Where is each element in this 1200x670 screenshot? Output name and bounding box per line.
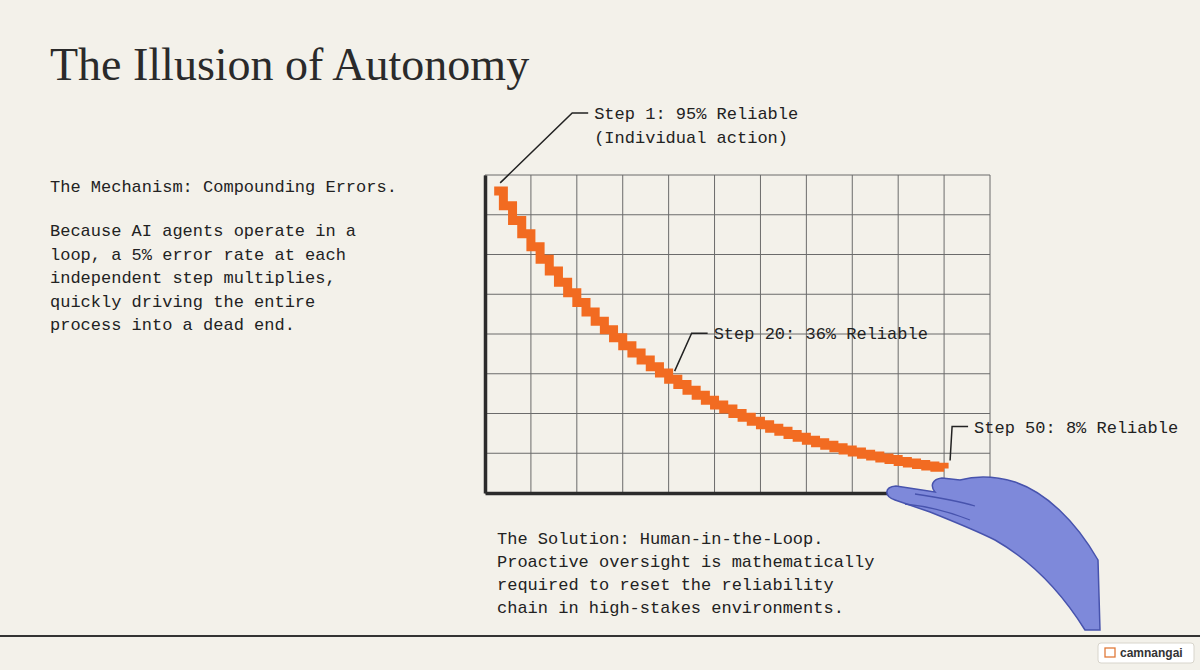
chart: The Illusion of Autonomy The Mechanism: C… (0, 0, 1200, 670)
y-axis (485, 176, 487, 494)
hand-finger (905, 494, 975, 520)
brand: camnangai (1098, 643, 1194, 663)
grid-line-y (485, 453, 990, 454)
grid-line-y (485, 214, 990, 215)
leader-line (500, 113, 588, 183)
bottom-rule (0, 635, 1200, 637)
hand-shape (887, 477, 1100, 630)
annotation-label: Step 50: 8% Reliable (974, 419, 1178, 438)
solution-line: Proactive oversight is mathematically (497, 553, 874, 572)
grid-line-x (485, 175, 486, 493)
brand-icon (1105, 648, 1115, 657)
mechanism-line: independent step multiplies, (50, 269, 336, 288)
title: The Illusion of Autonomy (50, 39, 529, 90)
annotation-label: (Individual action) (594, 129, 788, 148)
mechanism-heading: The Mechanism: Compounding Errors. (50, 178, 397, 197)
solution-line: required to reset the reliability (497, 576, 834, 595)
grid (485, 175, 990, 493)
solution-line: The Solution: Human-in-the-Loop. (497, 530, 823, 549)
solution-line: chain in high-stakes environments. (497, 599, 844, 618)
leader-line (675, 333, 708, 371)
plot-area (494, 191, 944, 469)
brand-text: camnangai (1120, 646, 1183, 660)
grid-line-y (485, 175, 990, 176)
grid-line-y (485, 373, 990, 374)
axis-line-y (484, 176, 488, 494)
mechanism-line: Because AI agents operate in a (50, 222, 356, 241)
mechanism-line: quickly driving the entire (50, 293, 315, 312)
reliability-line (494, 191, 944, 469)
mechanism-line: loop, a 5% error rate at each (50, 246, 346, 265)
mechanism-line: process into a dead end. (50, 316, 295, 335)
annotation-label: Step 1: 95% Reliable (594, 105, 798, 124)
leader-line (950, 427, 968, 461)
annotations: Step 1: 95% Reliable (Individual action) S… (500, 105, 1178, 461)
annotation-label: Step 20: 36% Reliable (714, 325, 928, 344)
brand-box (1098, 643, 1194, 663)
grid-line-y (485, 294, 990, 295)
background (0, 0, 1200, 670)
grid-line-y (485, 254, 990, 255)
hand (887, 477, 1100, 630)
